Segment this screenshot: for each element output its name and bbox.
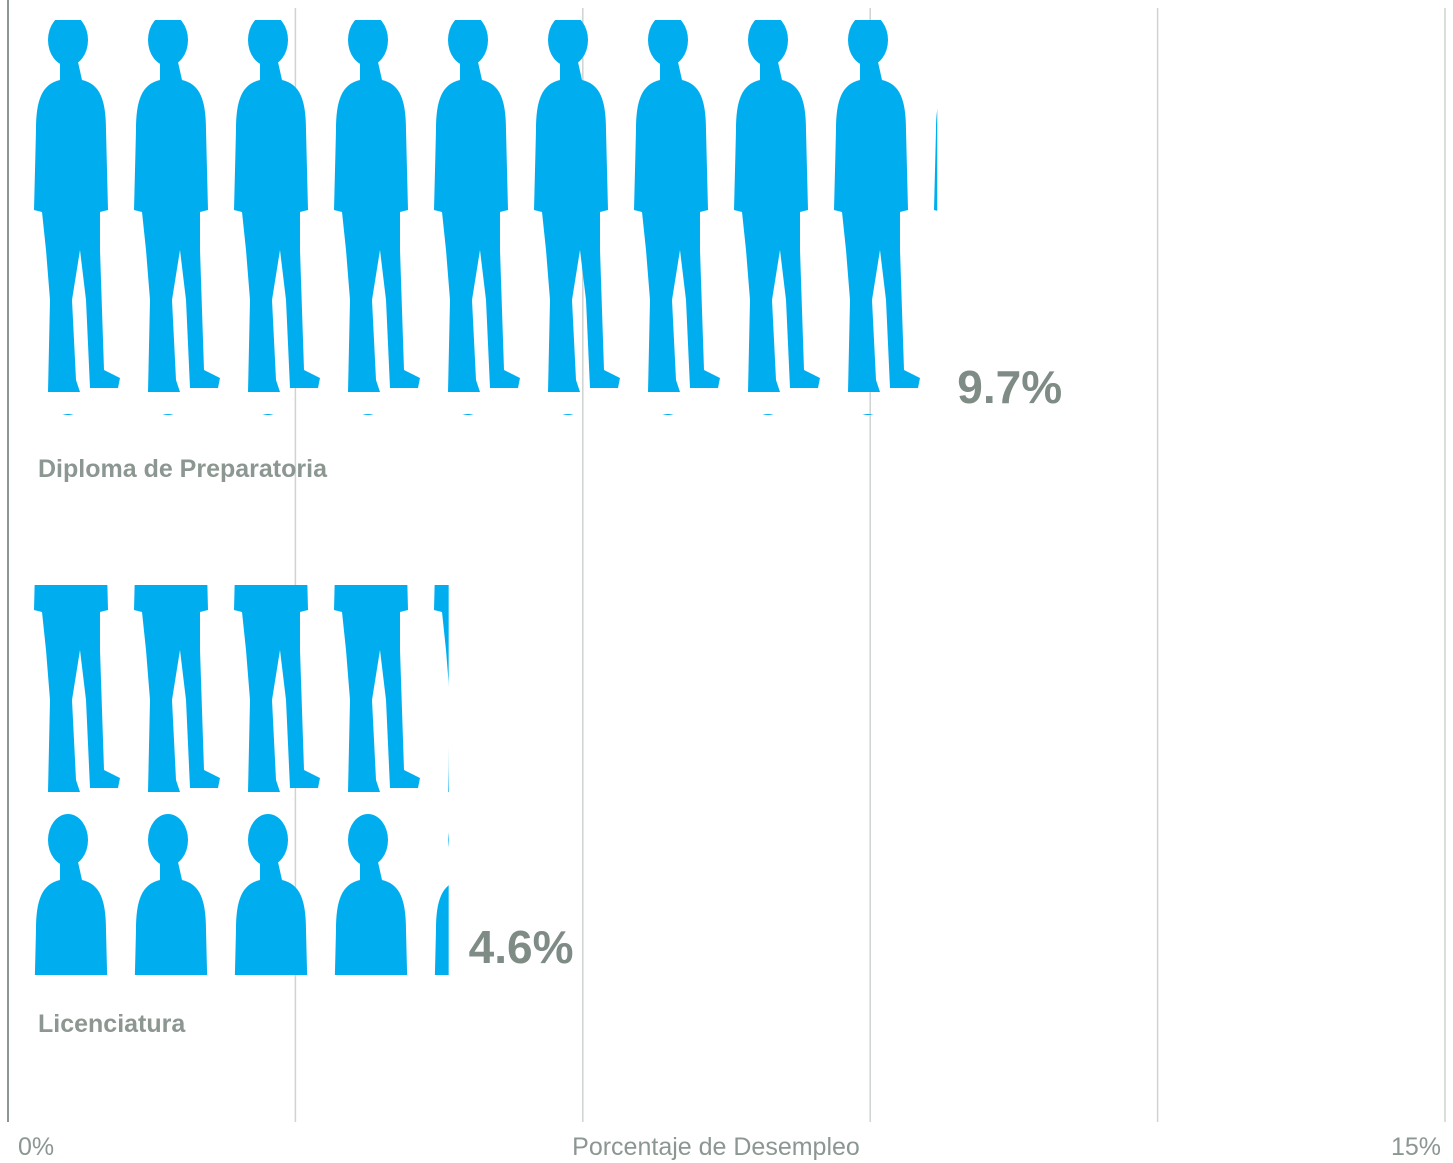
bar bbox=[22, 20, 938, 415]
category-label: Licenciatura bbox=[38, 1010, 186, 1038]
x-tick-label: 0% bbox=[18, 1133, 54, 1161]
category-label: Diploma de Preparatoria bbox=[38, 455, 328, 483]
value-label: 4.6% bbox=[469, 921, 574, 973]
x-axis-label: Porcentaje de Desempleo bbox=[572, 1133, 860, 1161]
bar bbox=[22, 585, 449, 975]
x-tick-label: 15% bbox=[1391, 1133, 1441, 1161]
value-label: 9.7% bbox=[957, 361, 1062, 413]
